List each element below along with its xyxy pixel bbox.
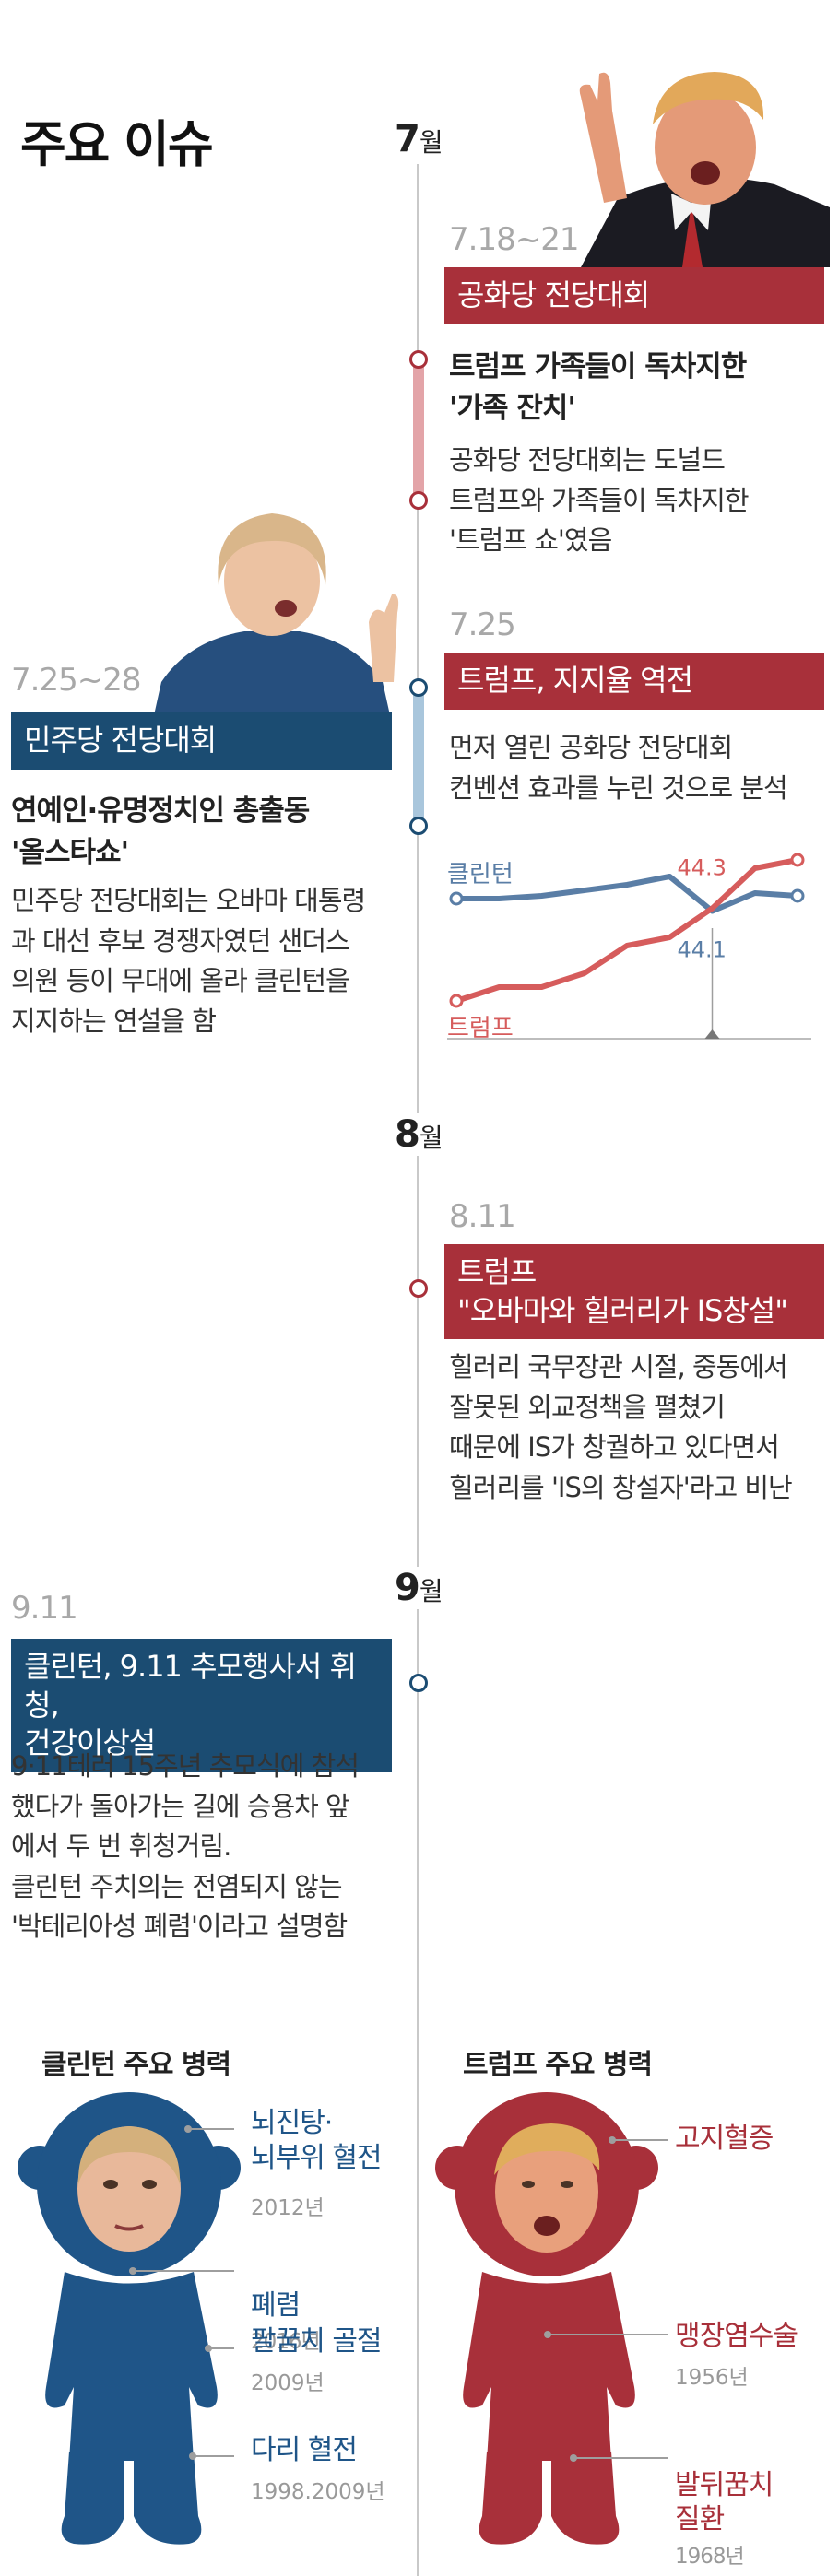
trump-illness-lipid: 고지혈증 [675,2123,774,2155]
timeline-line [417,164,420,2576]
clinton-illness-head-year: 2012년 [251,2196,325,2220]
health-heading-line2: 건강이상설 [24,1725,156,1761]
clinton-illness-head: 뇌진탕· 뇌부위 혈전 [251,2107,383,2174]
dnc-subheading: 연예인·유명정치인 총출동 '올스타쇼' [11,794,310,869]
dnc-date: 7.25~28 [11,662,141,699]
dnc-body: 민주당 전당대회는 오바마 대통령 과 대선 후보 경쟁자였던 샌더스 의원 등… [11,885,366,1037]
clinton-illness-elbow: 팔꿈치 골절 [251,2325,383,2358]
is-body: 힐러리 국무장관 시절, 중동에서 잘못된 외교정책을 펼쳤기 때문에 IS가 … [449,1351,793,1503]
trump-leader-heel [573,2457,668,2459]
dnc-start-marker [409,678,428,697]
clinton-leader-head [188,2128,234,2130]
clinton-health-title: 클린턴 주요 병력 [41,2049,231,2081]
clinton-leader-elbow [208,2347,234,2349]
health-heading: 클린턴, 9.11 추모행사서 휘청, 건강이상설 [11,1639,392,1772]
chart-point-0-8 [790,888,805,903]
trump-illness-appendix-year: 1956년 [675,2366,749,2390]
rnc-body: 공화당 전당대회는 도널드 트럼프와 가족들이 독차지한 '트럼프 쇼'였음 [449,444,750,556]
health-body: 9·11테러 15주년 추모식에 참석 했다가 돌아가는 길에 승용차 앞 에서… [11,1750,360,1942]
rnc-end-marker [409,491,428,510]
rnc-date: 7.18~21 [449,221,579,258]
trump-illness-heel-year: 1968년 [675,2544,745,2569]
rnc-subheading: 트럼프 가족들이 독차지한 '가족 잔치' [449,350,747,425]
chart-series-line-1 [454,857,800,1004]
clinton-leader-leg [193,2455,234,2457]
trump-health-title: 트럼프 주요 병력 [463,2049,653,2081]
health-date: 9.11 [11,1590,78,1627]
trump-illness-heel-label: 발뒤꿈치 질환 [675,2468,774,2536]
chart-series-line-0 [454,874,800,914]
chart-annotation-0: 44.3 [678,855,727,881]
chart-annotation-1: 44.1 [678,937,727,963]
trump-photo [579,72,830,267]
dnc-end-marker [409,817,428,835]
trump-illness-heel: 발뒤꿈치 질환 1968년 [675,2433,774,2571]
clinton-illness-lung-year: 2016년 [251,2330,321,2354]
is-heading: 트럼프 "오바마와 힐러리가 IS창설" [444,1244,824,1340]
rnc-heading: 공화당 전당대회 [444,267,824,324]
trump-leader-appendix [548,2334,668,2335]
clinton-photo [152,513,399,723]
rnc-start-marker [409,350,428,369]
clinton-illness-lung: 폐렴 2016년 [251,2288,321,2355]
clinton-leader-lung [133,2270,234,2272]
chart-point-1-0 [449,994,464,1008]
trump-leader-lipid [612,2139,668,2141]
chart-crossover-marker [704,1029,720,1039]
is-heading-line1: 트럼프 [457,1254,537,1289]
trump-figure [435,2092,658,2545]
dnc-period-bar [413,689,424,828]
clinton-figure [18,2092,241,2545]
chart-point-0-0 [449,891,464,906]
clinton-illness-leg: 다리 혈전 [251,2434,358,2466]
trump-illness-appendix: 맹장염수술 [675,2320,798,2352]
month-september: 9월 [387,1567,450,1609]
dnc-heading: 민주당 전당대회 [11,712,392,770]
is-date: 8.11 [449,1198,516,1235]
rnc-period-bar [413,361,424,501]
clinton-illness-leg-year: 1998.2009년 [251,2480,385,2504]
poll-body: 먼저 열린 공화당 전당대회 컨벤션 효과를 누린 것으로 분석 [449,732,788,804]
month-july: 7월 [387,118,450,160]
health-heading-line1: 클린턴, 9.11 추모행사서 휘청, [24,1649,357,1723]
poll-date: 7.25 [449,606,516,643]
page-title: 주요 이슈 [20,115,214,173]
chart-point-1-8 [790,853,805,867]
chart-series-label-1: 트럼프 [447,1015,514,1042]
is-heading-line2: "오바마와 힐러리가 IS창설" [457,1292,788,1328]
chart-series-label-0: 클린턴 [447,861,514,888]
is-marker [409,1279,428,1298]
poll-heading: 트럼프, 지지율 역전 [444,653,824,710]
month-august: 8월 [387,1113,450,1156]
health-marker [409,1674,428,1692]
clinton-illness-elbow-year: 2009년 [251,2371,325,2395]
